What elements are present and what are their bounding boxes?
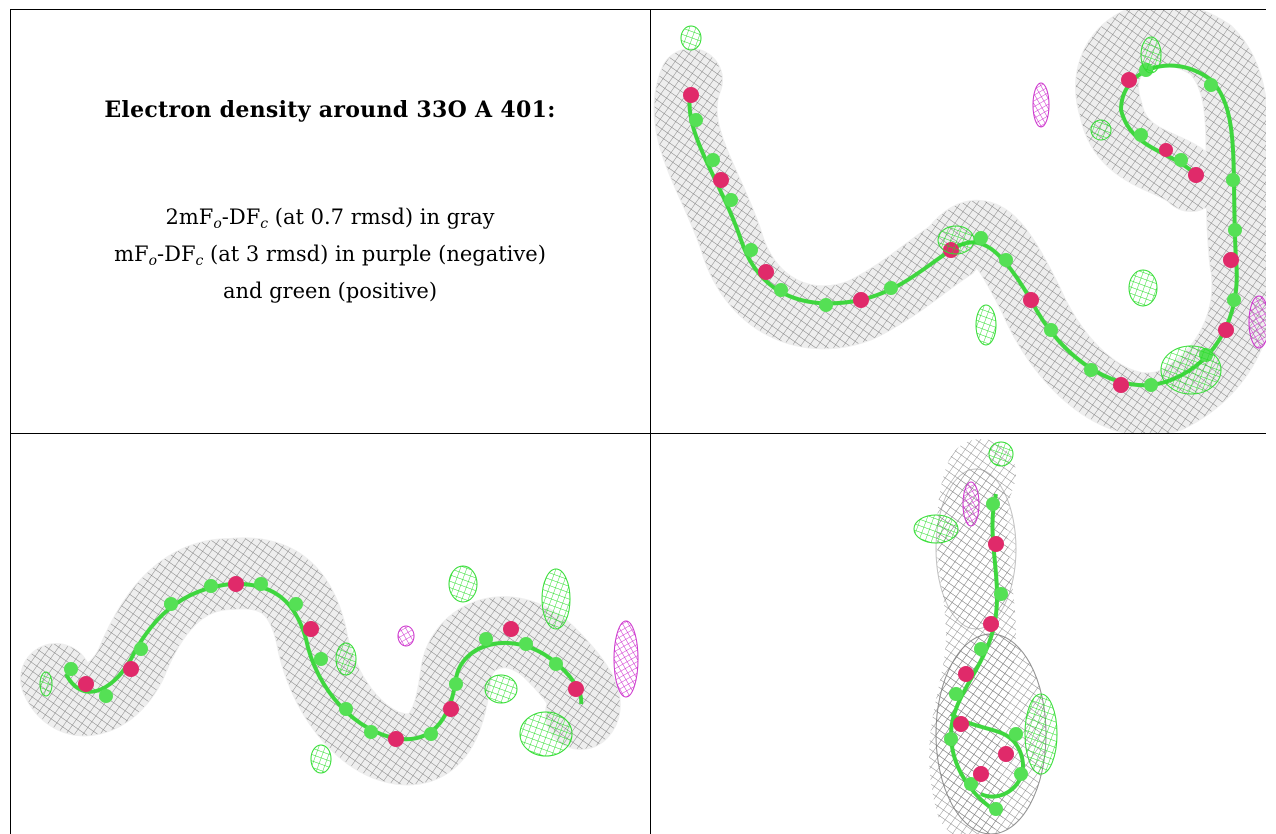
map-legend: 2mFo-DFc (at 0.7 rmsd) in gray mFo-DFc (… — [10, 202, 650, 306]
legend-line-fofc: mFo-DFc (at 3 rmsd) in purple (negative) — [114, 242, 546, 269]
table-border-top — [10, 9, 1266, 10]
positive-density-blobs — [913, 441, 1058, 775]
density-view-bottom-left — [11, 434, 650, 834]
molecule-backbone — [944, 493, 1028, 816]
figure-title: Electron density around 33O A 401: — [104, 97, 556, 123]
negative-density-blobs — [1032, 82, 1266, 349]
table-border-left — [10, 9, 11, 834]
figure-table: Electron density around 33O A 401: 2mFo-… — [10, 9, 1266, 834]
positive-density-blobs — [680, 25, 1222, 395]
density-view-top-right — [651, 10, 1266, 433]
legend-line-positive: and green (positive) — [222, 279, 438, 303]
molecule-backbone — [64, 576, 584, 747]
positive-density-blobs — [39, 565, 573, 774]
caption-cell: Electron density around 33O A 401: 2mFo-… — [10, 9, 650, 433]
negative-density-blobs — [397, 620, 639, 698]
negative-density-blobs — [962, 481, 980, 527]
table-divider-horizontal — [10, 433, 1266, 434]
table-divider-vertical — [650, 9, 651, 834]
gray-density-mesh — [653, 10, 1266, 433]
legend-line-2fofc: 2mFo-DFc (at 0.7 rmsd) in gray — [165, 205, 495, 232]
density-view-bottom-right — [651, 434, 1266, 834]
